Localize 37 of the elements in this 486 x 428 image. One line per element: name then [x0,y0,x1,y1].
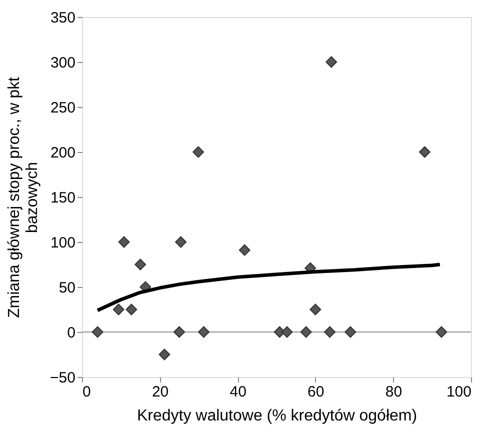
point [436,326,448,338]
x-tick-label: 40 [230,384,246,400]
point [238,244,250,256]
x-tick-label: 100 [446,384,472,400]
y-axis-title: Zmiana głównej stopy proc., w pkt bazowych [6,76,42,318]
x-tick-label: 0 [82,384,91,400]
point [126,304,138,316]
point [300,326,312,338]
point [344,326,356,338]
y-tick-label: 200 [50,144,76,162]
point [310,304,322,316]
y-tick-label: 100 [50,234,76,252]
line-series [96,262,442,312]
point [112,304,124,316]
point [192,146,204,158]
y-tick-label: 300 [50,54,76,72]
x-tick-label: 60 [308,384,324,400]
point [175,236,187,248]
y-tick-label: 0 [67,324,76,342]
y-tick-label: −50 [50,370,76,386]
point [418,146,430,158]
point [134,258,146,270]
y-tick-label: 350 [50,10,76,26]
point [158,348,170,360]
x-tick-label: 20 [152,384,169,400]
x-axis-title: Kredyty walutowe (% kredytów ogółem) [136,408,418,424]
y-tick-label: 50 [58,280,76,296]
point [281,326,293,338]
point [92,326,104,338]
point [326,56,338,68]
x-tick-label: 80 [385,384,402,400]
point [174,326,185,338]
y-tick-label: 150 [50,190,76,206]
point [118,236,130,248]
point [324,326,336,338]
point [198,326,210,338]
y-tick-label: 250 [50,100,76,116]
